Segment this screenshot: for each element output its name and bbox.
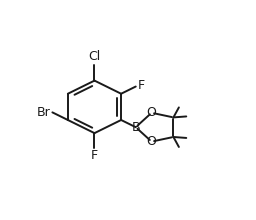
Text: O: O bbox=[147, 135, 156, 148]
Text: Cl: Cl bbox=[88, 50, 101, 63]
Text: F: F bbox=[91, 149, 98, 162]
Text: B: B bbox=[131, 121, 140, 134]
Text: O: O bbox=[147, 106, 156, 119]
Text: Br: Br bbox=[37, 106, 51, 119]
Text: F: F bbox=[138, 79, 145, 92]
